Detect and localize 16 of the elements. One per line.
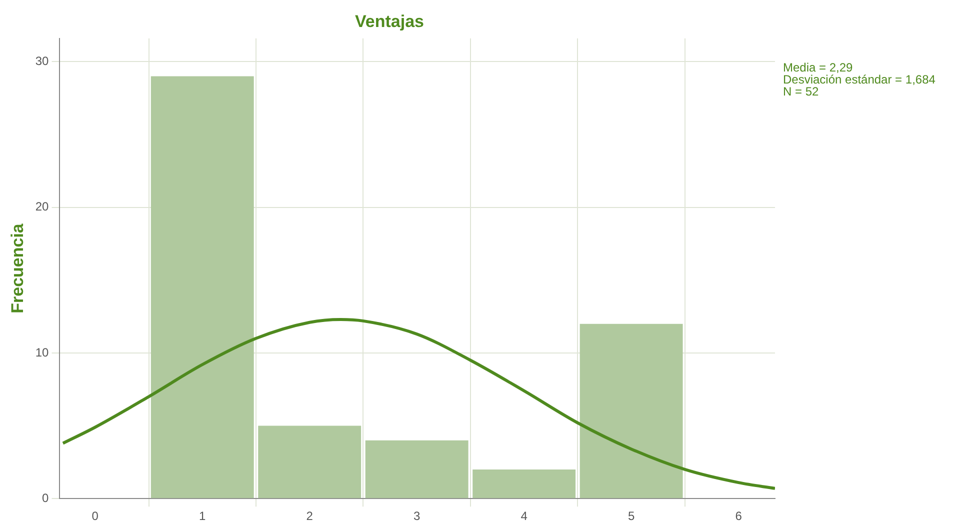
x-tick-label: 0 <box>92 509 99 524</box>
x-tick-label: 6 <box>735 509 742 524</box>
x-tick-label: 1 <box>199 509 206 524</box>
chart-title: Ventajas <box>355 12 424 31</box>
x-tick-label: 5 <box>628 509 635 524</box>
text: N = 52 <box>783 84 820 99</box>
x-tick-label: 2 <box>306 509 314 524</box>
y-tick-label: 0 <box>42 490 50 505</box>
x-tick-label: 3 <box>413 509 420 524</box>
y-tick-label: 10 <box>35 345 50 360</box>
y-tick-label: 30 <box>35 54 50 68</box>
text: Media = 2,29 <box>783 60 854 75</box>
y-tick-label: 20 <box>35 200 50 214</box>
y-axis-title: Frecuencia <box>8 223 27 314</box>
text: Desviación estándar = 1,684 <box>783 72 936 87</box>
x-tick-label: 4 <box>520 509 528 524</box>
